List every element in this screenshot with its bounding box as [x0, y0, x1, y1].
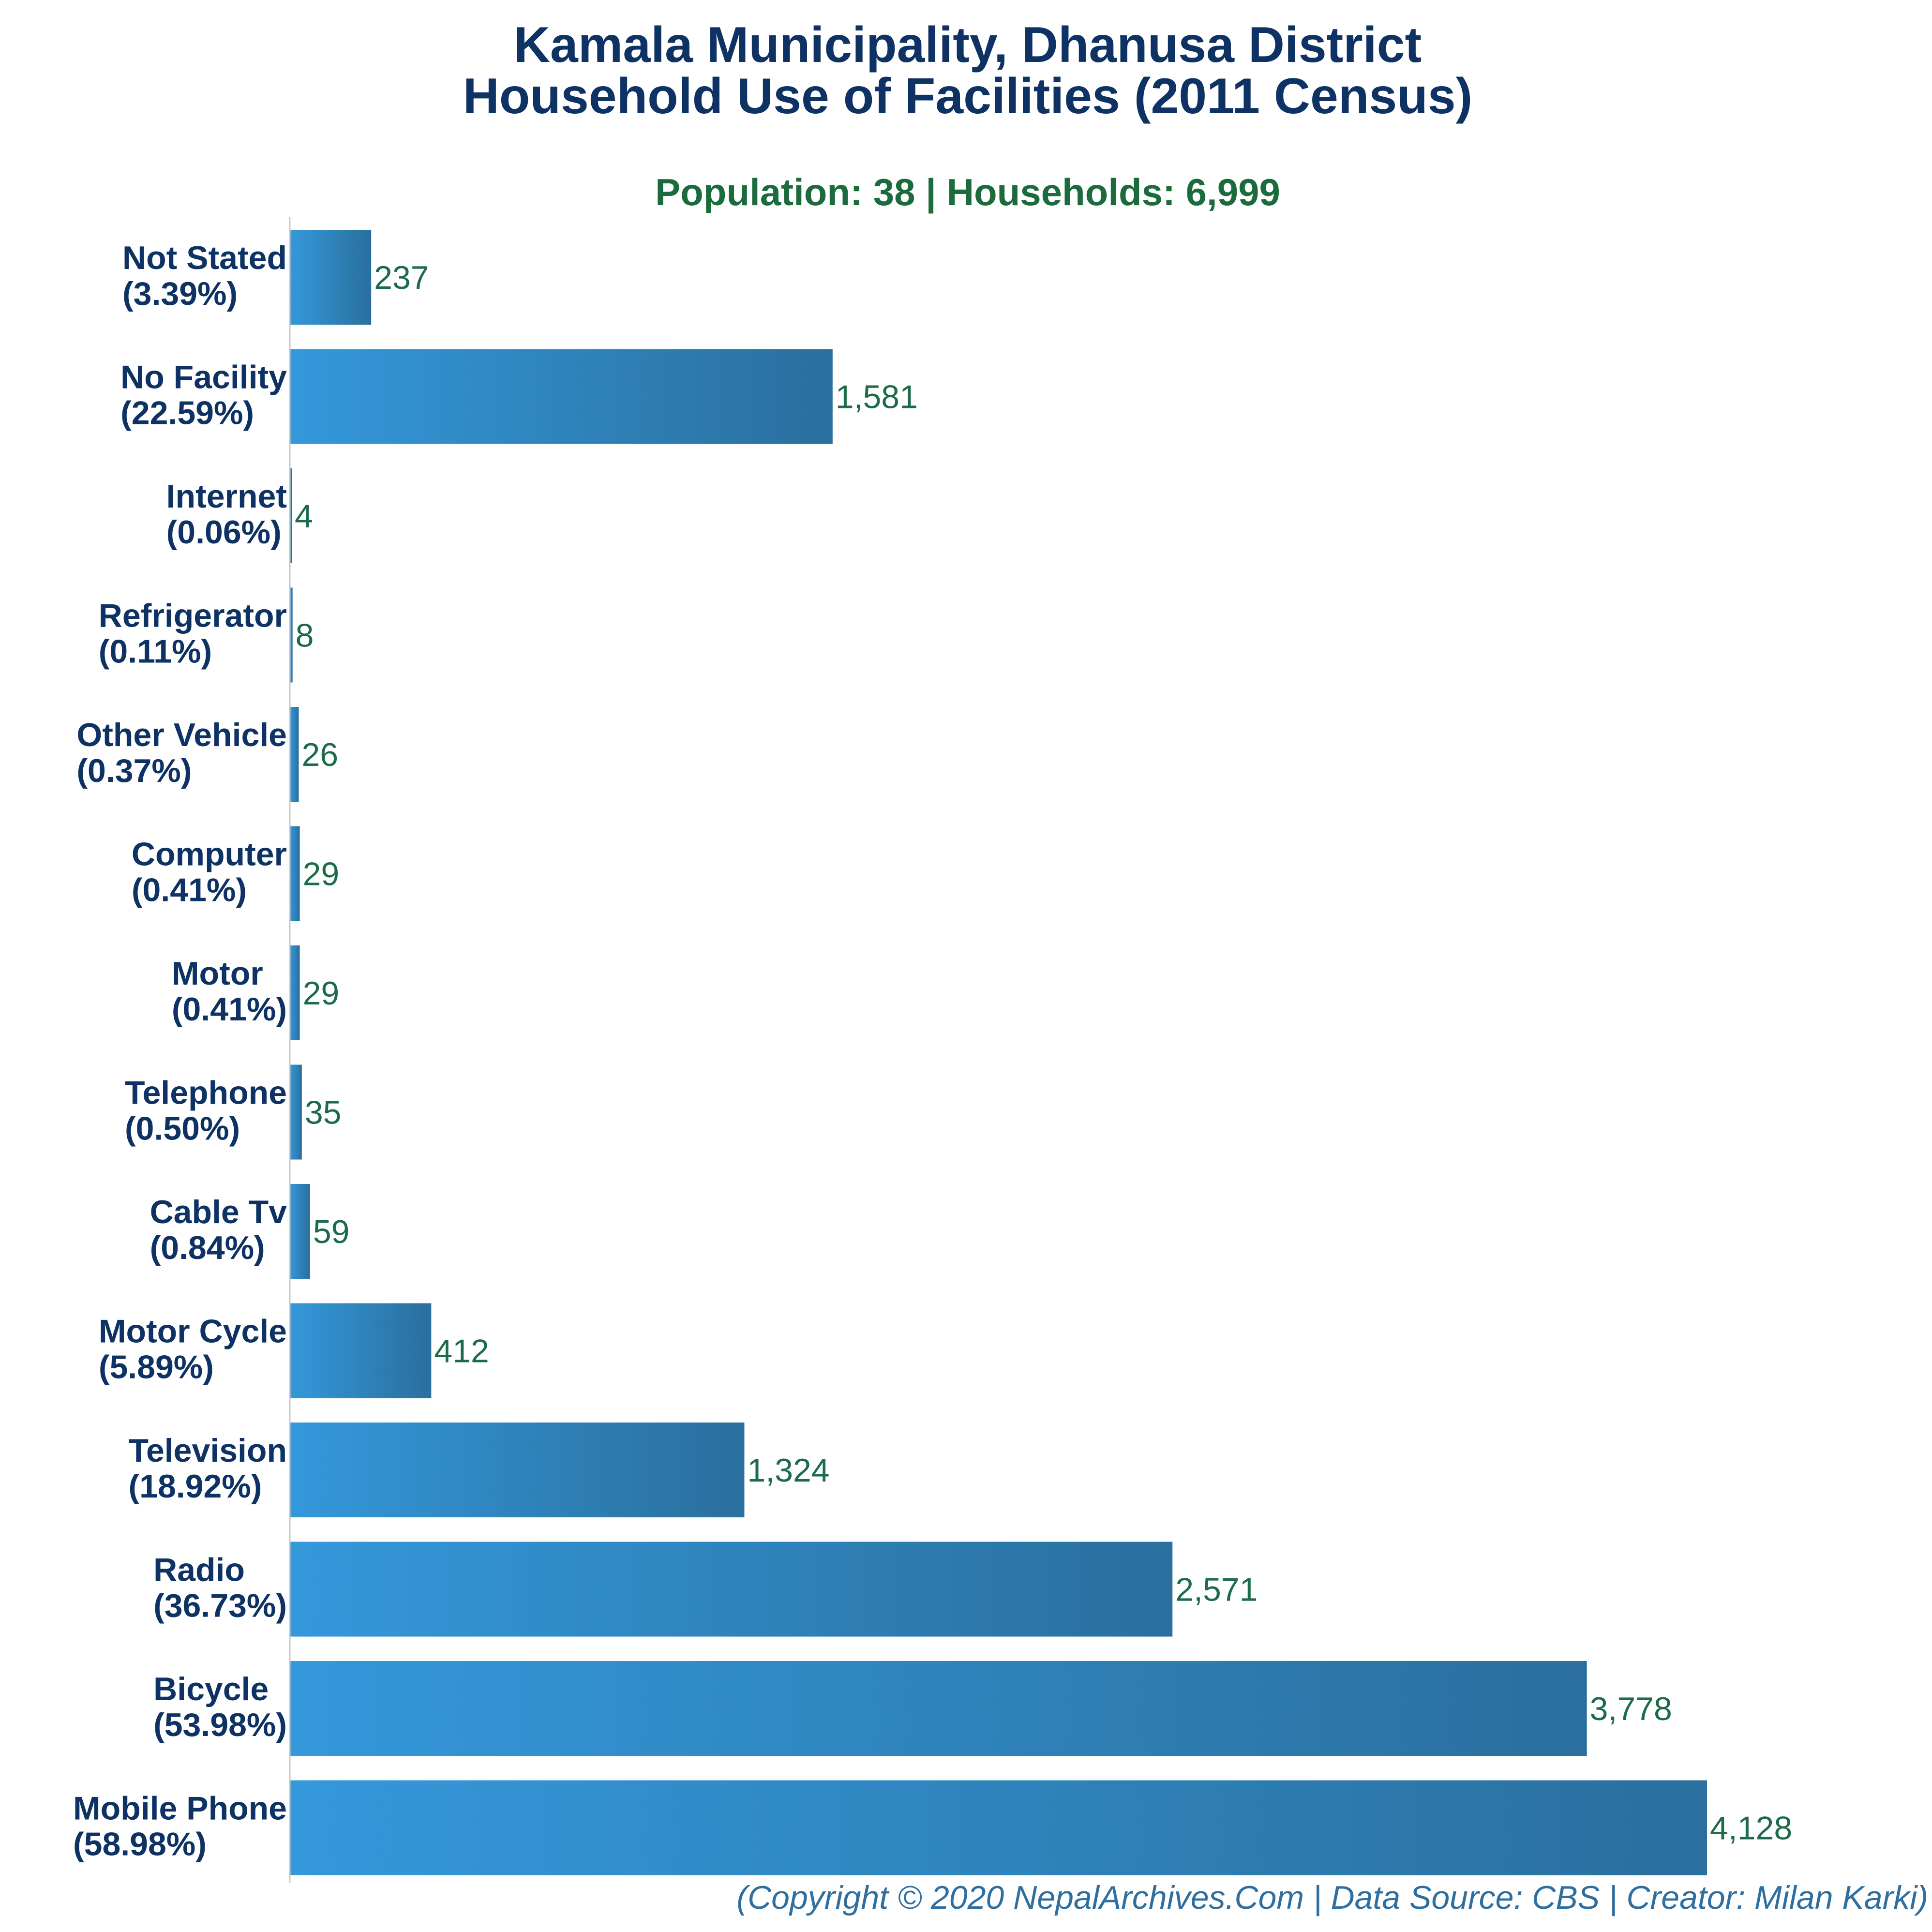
value-label-computer: 29	[303, 856, 340, 893]
bar-internet	[290, 468, 292, 563]
category-label-bicycle: Bicycle	[153, 1671, 269, 1707]
bar-motor-cycle	[290, 1303, 432, 1398]
bar-motor	[290, 945, 300, 1040]
bar-no-facility	[290, 349, 833, 444]
value-label-no-facility: 1,581	[836, 379, 918, 416]
bar-television	[290, 1423, 745, 1517]
chart-footer: (Copyright © 2020 NepalArchives.Com | Da…	[736, 1879, 1928, 1916]
bar-refrigerator	[290, 587, 293, 683]
category-label-motor: Motor	[172, 955, 263, 992]
category-pct-not-stated: (3.39%)	[122, 275, 238, 312]
bars-group: 237 Not Stated(3.39%) 1,581 No Facility(22.…	[73, 230, 1792, 1875]
category-pct-computer: (0.41%)	[132, 872, 247, 909]
category-label-television: Television	[128, 1432, 287, 1469]
category-pct-motor-cycle: (5.89%)	[99, 1349, 214, 1386]
bar-computer	[290, 826, 300, 921]
value-label-motor: 29	[303, 975, 340, 1012]
bar-other-vehicle	[290, 707, 299, 802]
category-label-not-stated: Not Stated	[122, 240, 287, 276]
chart-title-line1: Kamala Municipality, Dhanusa District	[514, 17, 1422, 73]
category-pct-telephone: (0.50%)	[125, 1110, 240, 1147]
bar-bicycle	[290, 1661, 1587, 1756]
value-label-bicycle: 3,778	[1590, 1691, 1672, 1727]
category-label-no-facility: No Facility	[120, 359, 287, 396]
category-label-telephone: Telephone	[125, 1075, 287, 1111]
category-pct-television: (18.92%)	[128, 1468, 262, 1505]
value-label-television: 1,324	[747, 1452, 829, 1489]
value-label-motor-cycle: 412	[434, 1333, 489, 1370]
value-label-refrigerator: 8	[296, 617, 314, 654]
category-pct-no-facility: (22.59%)	[120, 395, 254, 432]
value-label-radio: 2,571	[1175, 1572, 1258, 1608]
category-label-computer: Computer	[132, 836, 287, 873]
category-pct-bicycle: (53.98%)	[153, 1707, 287, 1743]
bar-mobile-phone	[290, 1780, 1707, 1875]
value-label-internet: 4	[295, 498, 313, 535]
category-pct-refrigerator: (0.11%)	[99, 633, 212, 670]
chart-title-line2: Household Use of Facilities (2011 Census…	[463, 68, 1472, 124]
bar-radio	[290, 1542, 1173, 1637]
chart-subtitle: Population: 38 | Households: 6,999	[655, 171, 1280, 213]
category-pct-cable-tv: (0.84%)	[150, 1229, 265, 1266]
category-pct-other-vehicle: (0.37%)	[76, 752, 192, 789]
category-pct-mobile-phone: (58.98%)	[73, 1826, 207, 1863]
category-pct-internet: (0.06%)	[166, 514, 282, 551]
category-label-motor-cycle: Motor Cycle	[99, 1313, 287, 1350]
category-label-internet: Internet	[166, 478, 287, 515]
category-label-radio: Radio	[153, 1552, 245, 1588]
category-pct-motor: (0.41%)	[172, 991, 287, 1028]
category-label-refrigerator: Refrigerator	[99, 598, 287, 634]
category-label-cable-tv: Cable Tv	[150, 1194, 287, 1230]
value-label-telephone: 35	[305, 1094, 342, 1131]
bar-cable-tv	[290, 1184, 310, 1279]
value-label-mobile-phone: 4,128	[1710, 1810, 1792, 1847]
category-pct-radio: (36.73%)	[153, 1588, 287, 1624]
value-label-not-stated: 237	[374, 259, 429, 296]
category-label-mobile-phone: Mobile Phone	[73, 1790, 287, 1827]
category-label-other-vehicle: Other Vehicle	[76, 717, 287, 753]
bar-not-stated	[290, 230, 372, 325]
value-label-cable-tv: 59	[313, 1213, 350, 1250]
bar-telephone	[290, 1064, 302, 1160]
value-label-other-vehicle: 26	[301, 736, 338, 773]
